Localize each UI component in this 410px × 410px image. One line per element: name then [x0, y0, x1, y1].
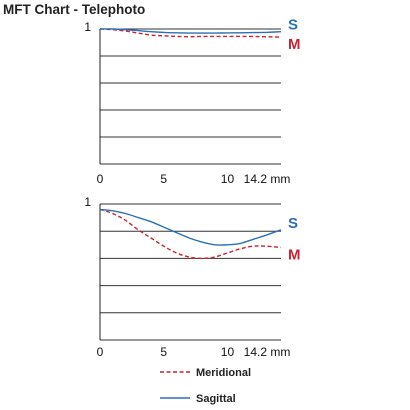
bottom-meridional-tag: M [288, 247, 301, 264]
bottom-sagittal-line [99, 208, 282, 246]
top-sagittal-line [99, 28, 282, 34]
chart-title: MFT Chart - Telephoto [3, 2, 146, 17]
bottom-sagittal-tag: S [288, 215, 298, 232]
legend-sagittal-label: Sagittal [196, 393, 236, 405]
top-sagittal-tag: S [288, 17, 298, 34]
top-x-tick-label: 0 [97, 172, 104, 186]
bottom-x-tick-label: 10 [221, 345, 235, 359]
top-x-tick-label: 14.2 mm [244, 172, 291, 186]
top-meridional-line [99, 28, 282, 38]
bottom-x-tick-label: 0 [97, 345, 104, 359]
bottom-meridional-line [99, 208, 282, 260]
top-x-tick-label: 10 [221, 172, 235, 186]
top-x-tick-label: 5 [160, 172, 167, 186]
bottom-x-tick-label: 14.2 mm [244, 345, 291, 359]
chart-legend: Meridional Sagittal [160, 367, 251, 405]
top-meridional-tag: M [288, 36, 301, 53]
legend-meridional-label: Meridional [196, 367, 251, 379]
bottom-x-tick-label: 5 [160, 345, 167, 359]
bottom-y-tick-label: 1 [84, 195, 91, 209]
top-y-tick-label: 1 [84, 20, 91, 34]
